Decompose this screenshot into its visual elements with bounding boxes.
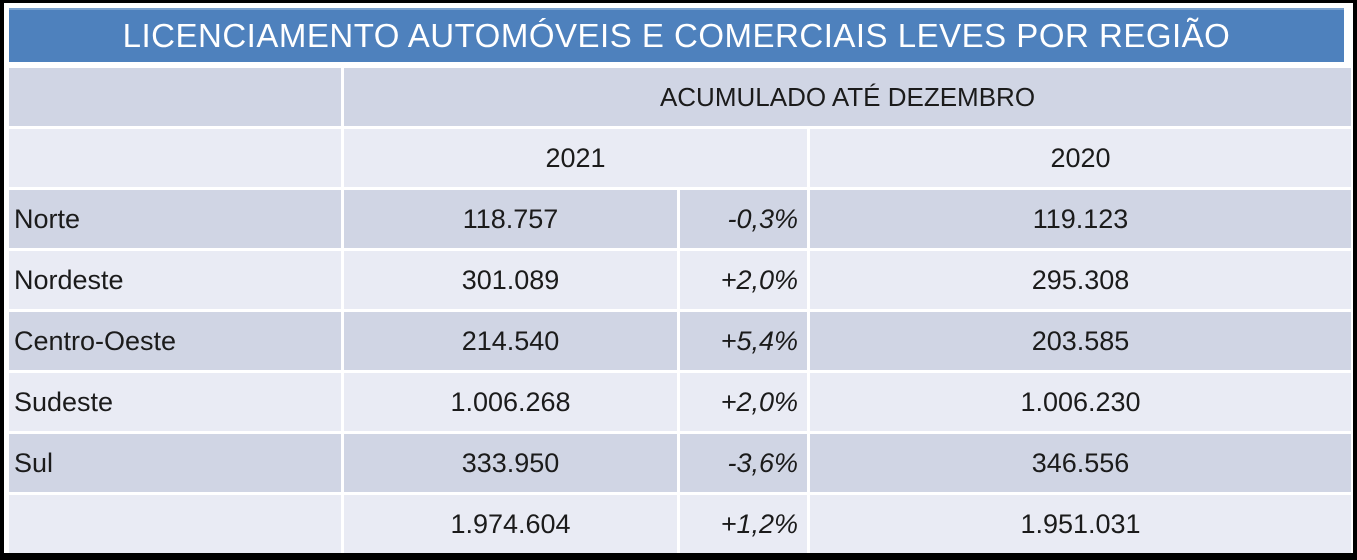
value-2020-cell: 1.006.230	[810, 373, 1351, 431]
value-2021-cell: 118.757	[344, 190, 677, 248]
table-title-text: LICENCIAMENTO AUTOMÓVEIS E COMERCIAIS LE…	[122, 17, 1231, 54]
value-2021-cell: 333.950	[344, 434, 677, 492]
change-pct-cell: +1,2%	[680, 495, 807, 553]
region-name-cell: Norte	[9, 190, 341, 248]
corner-empty-cell	[9, 129, 341, 187]
value-2020-cell: 119.123	[810, 190, 1351, 248]
change-pct-cell: +5,4%	[680, 312, 807, 370]
change-pct-cell: -3,6%	[680, 434, 807, 492]
change-pct-cell: +2,0%	[680, 251, 807, 309]
value-2021-cell: 214.540	[344, 312, 677, 370]
licensing-table: ACUMULADO ATÉ DEZEMBRO 2021 2020 Norte 11…	[9, 68, 1351, 553]
region-name-cell: Sudeste	[9, 373, 341, 431]
accumulated-header-cell: ACUMULADO ATÉ DEZEMBRO	[344, 68, 1351, 126]
corner-empty-cell	[9, 68, 341, 126]
year-2020-header: 2020	[810, 129, 1351, 187]
table-title-bar: LICENCIAMENTO AUTOMÓVEIS E COMERCIAIS LE…	[9, 8, 1344, 62]
value-2020-cell: 203.585	[810, 312, 1351, 370]
region-name-cell: Sul	[9, 434, 341, 492]
value-2021-cell: 1.006.268	[344, 373, 677, 431]
region-name-cell: Centro-Oeste	[9, 312, 341, 370]
value-2021-cell: 1.974.604	[344, 495, 677, 553]
value-2020-cell: 346.556	[810, 434, 1351, 492]
value-2020-cell: 295.308	[810, 251, 1351, 309]
region-name-cell: Nordeste	[9, 251, 341, 309]
value-2021-cell: 301.089	[344, 251, 677, 309]
value-2020-cell: 1.951.031	[810, 495, 1351, 553]
total-row-empty-cell	[9, 495, 341, 553]
change-pct-cell: -0,3%	[680, 190, 807, 248]
change-pct-cell: +2,0%	[680, 373, 807, 431]
year-2021-header: 2021	[344, 129, 807, 187]
